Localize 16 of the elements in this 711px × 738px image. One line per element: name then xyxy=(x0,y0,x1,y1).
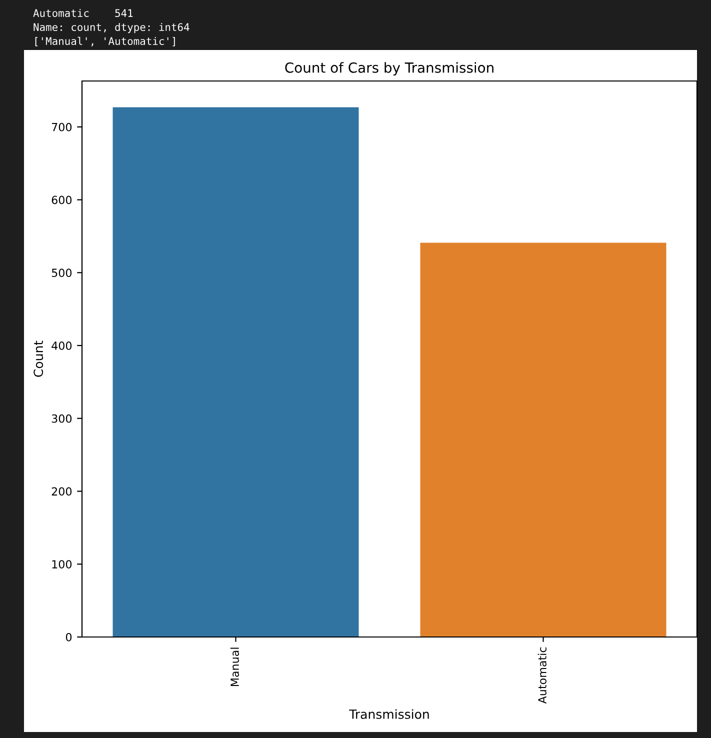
y-tick-label: 100 xyxy=(52,560,72,569)
text: ['Manual', 'Automatic'] xyxy=(35,36,175,46)
y-tick-label: 600 xyxy=(52,196,72,204)
y-tick-label: 0 xyxy=(66,632,72,642)
chart-title: Count of Cars by Transmission xyxy=(285,62,494,76)
y-tick-label: 400 xyxy=(52,341,72,350)
y-tick-label: 500 xyxy=(52,268,72,278)
y-axis-title: Count xyxy=(34,340,44,377)
x-tick-label: Automatic xyxy=(538,647,546,704)
y-tick-label: 300 xyxy=(52,414,72,423)
y-tick-label: 700 xyxy=(52,122,72,132)
x-axis-title: Transmission xyxy=(349,709,429,719)
text: Automatic 541 xyxy=(33,8,133,18)
x-tick-label: Manual xyxy=(230,648,239,686)
y-tick-label: 200 xyxy=(52,487,72,496)
text: Name: count, dtype: int64 xyxy=(34,22,190,34)
